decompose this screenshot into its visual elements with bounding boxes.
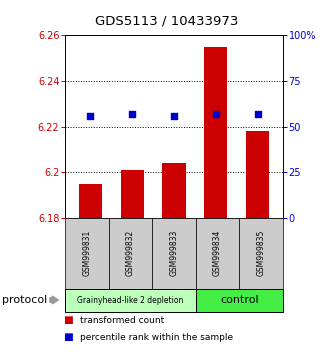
- Point: [171, 113, 176, 119]
- Bar: [79, 183, 102, 218]
- Text: control: control: [220, 295, 259, 305]
- Text: GSM999835: GSM999835: [257, 230, 266, 276]
- Text: GSM999833: GSM999833: [169, 230, 178, 276]
- Bar: [204, 47, 227, 218]
- Text: ■: ■: [63, 315, 73, 325]
- Text: GSM999832: GSM999832: [126, 230, 135, 276]
- Bar: [163, 163, 185, 218]
- Text: GDS5113 / 10433973: GDS5113 / 10433973: [95, 14, 238, 27]
- Text: protocol: protocol: [2, 295, 47, 305]
- Text: transformed count: transformed count: [80, 316, 164, 325]
- Point: [88, 113, 93, 119]
- Point: [130, 111, 135, 116]
- Point: [213, 111, 218, 116]
- Bar: [246, 131, 269, 218]
- Bar: [121, 170, 144, 218]
- Text: GSM999831: GSM999831: [82, 230, 91, 276]
- Text: Grainyhead-like 2 depletion: Grainyhead-like 2 depletion: [77, 296, 183, 304]
- Text: GSM999834: GSM999834: [213, 230, 222, 276]
- Text: percentile rank within the sample: percentile rank within the sample: [80, 332, 233, 342]
- Text: ■: ■: [63, 332, 73, 342]
- Point: [255, 111, 260, 116]
- FancyArrow shape: [50, 296, 58, 304]
